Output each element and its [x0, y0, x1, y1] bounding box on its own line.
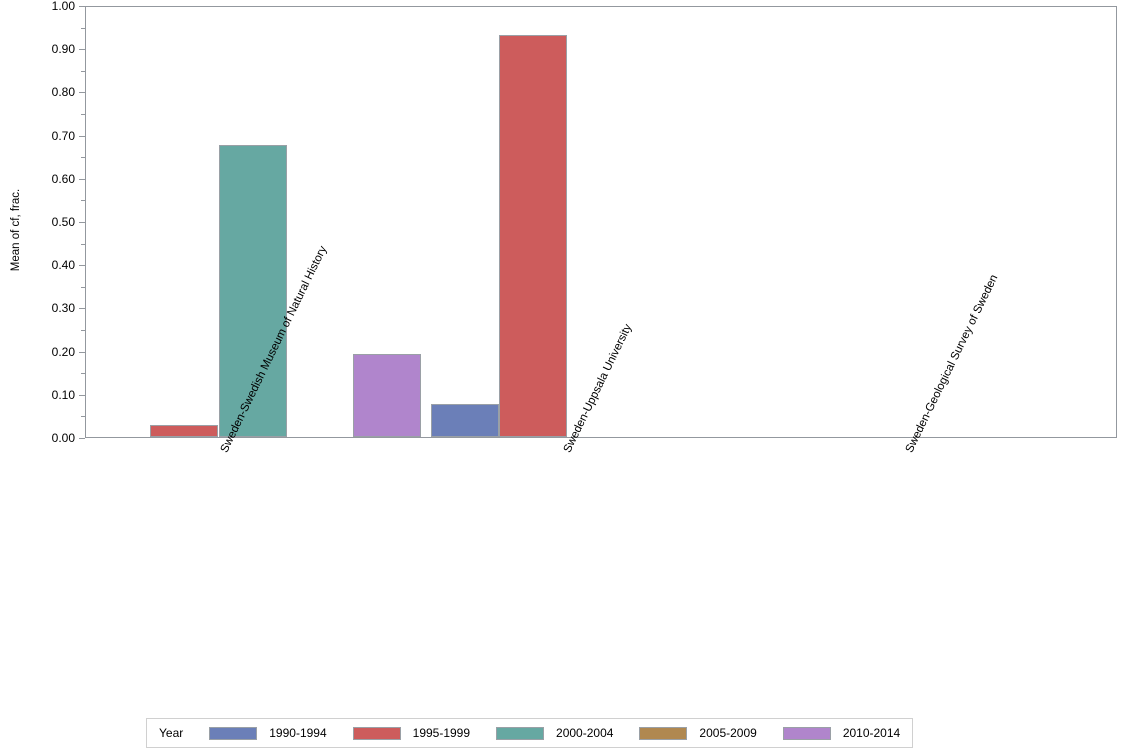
y-axis-tick-mark: [79, 178, 85, 180]
y-axis-tick-mark: [79, 92, 85, 94]
legend-item[interactable]: 2010-2014: [782, 726, 901, 740]
legend-color-swatch: [209, 726, 258, 740]
y-axis-tick: 0.00: [0, 431, 85, 445]
y-axis-tick: 0.60: [0, 172, 85, 186]
y-axis-minor-tick-mark: [81, 114, 85, 115]
bar[interactable]: [499, 35, 567, 437]
y-axis-tick: 0.90: [0, 42, 85, 56]
y-axis-minor-tick: [0, 243, 85, 245]
bars-container: [86, 7, 1116, 437]
y-axis-minor-tick: [0, 70, 85, 72]
y-axis-minor-tick-mark: [81, 70, 85, 72]
legend-item[interactable]: 2005-2009: [639, 726, 757, 740]
plot-area: [85, 6, 1117, 438]
legend-color-swatch: [352, 726, 401, 740]
chart-legend: Year 1990-1994 1995-1999 2000-2004 2005-200…: [146, 718, 914, 748]
y-axis-tick-label: 0.40: [51, 258, 75, 273]
y-axis-tick-mark: [79, 265, 85, 267]
legend-color-swatch: [639, 726, 688, 740]
y-axis-tick: 0.30: [0, 301, 85, 315]
legend-item[interactable]: 1995-1999: [352, 726, 471, 740]
legend-item[interactable]: 1990-1994: [209, 726, 327, 740]
y-axis-tick-mark: [79, 135, 85, 137]
y-axis-tick-label: 0.90: [51, 42, 75, 57]
y-axis-minor-tick: [0, 27, 85, 29]
y-axis-tick-label: 0.50: [51, 215, 75, 229]
legend-color-swatch: [782, 726, 831, 740]
y-axis-tick: 0.40: [0, 258, 85, 272]
legend-item[interactable]: 2000-2004: [496, 726, 613, 740]
y-axis-tick: 0.80: [0, 85, 85, 99]
y-axis-tick-mark: [79, 394, 85, 396]
y-axis-tick: 0.50: [0, 215, 85, 229]
y-axis-tick-label: 0.30: [51, 301, 75, 316]
legend-item-label: 2000-2004: [556, 726, 614, 740]
y-axis-minor-tick: [0, 286, 85, 288]
legend-item-label: 1990-1994: [269, 726, 327, 740]
y-axis-tick-mark: [79, 438, 85, 439]
legend-color-swatch: [496, 726, 545, 740]
y-axis-minor-tick: [0, 416, 85, 418]
y-axis-tick-mark: [79, 49, 85, 51]
y-axis-tick: 0.70: [0, 129, 85, 143]
y-axis-minor-tick: [0, 330, 85, 331]
legend-items: 1990-1994 1995-1999 2000-2004 2005-2009 2010…: [209, 726, 900, 740]
y-axis-tick: 0.10: [0, 388, 85, 402]
y-axis-tick-label: 0.60: [51, 171, 75, 186]
y-axis-minor-tick-mark: [81, 27, 85, 29]
y-axis-tick: 1.00: [0, 0, 85, 13]
y-axis-tick: 0.20: [0, 345, 85, 359]
y-axis-minor-tick-mark: [81, 330, 85, 331]
y-axis-minor-tick-mark: [81, 373, 85, 375]
y-axis-minor-tick-mark: [81, 157, 85, 159]
y-axis-tick-label: 0.70: [51, 128, 75, 143]
bar[interactable]: [353, 354, 421, 437]
y-axis-minor-tick: [0, 200, 85, 202]
y-axis-tick-mark: [79, 222, 85, 223]
y-axis-tick-label: 1.00: [51, 0, 75, 13]
y-axis-minor-tick: [0, 157, 85, 159]
y-axis-tick-label: 0.80: [51, 85, 75, 100]
y-axis-minor-tick-mark: [81, 416, 85, 418]
bar[interactable]: [219, 145, 287, 437]
y-axis-tick-label: 0.20: [51, 344, 75, 359]
y-axis-tick-mark: [79, 6, 85, 7]
y-axis-minor-tick-mark: [81, 243, 85, 245]
y-axis-tick-label: 0.00: [51, 431, 75, 445]
y-axis-tick-mark: [79, 351, 85, 353]
y-axis-minor-tick-mark: [81, 286, 85, 288]
legend-item-label: 2005-2009: [699, 726, 757, 740]
legend-item-label: 1995-1999: [412, 726, 471, 740]
y-axis-minor-tick: [0, 114, 85, 115]
legend-item-label: 2010-2014: [842, 726, 901, 740]
y-axis-title: Mean of cf, frac.: [10, 188, 22, 272]
bar[interactable]: [431, 403, 499, 437]
bar[interactable]: [150, 424, 218, 437]
y-axis-tick-mark: [79, 308, 85, 310]
y-axis-minor-tick: [0, 373, 85, 375]
legend-title: Year: [159, 726, 184, 740]
y-axis-minor-tick-mark: [81, 200, 85, 202]
y-axis-tick-label: 0.10: [51, 387, 75, 402]
